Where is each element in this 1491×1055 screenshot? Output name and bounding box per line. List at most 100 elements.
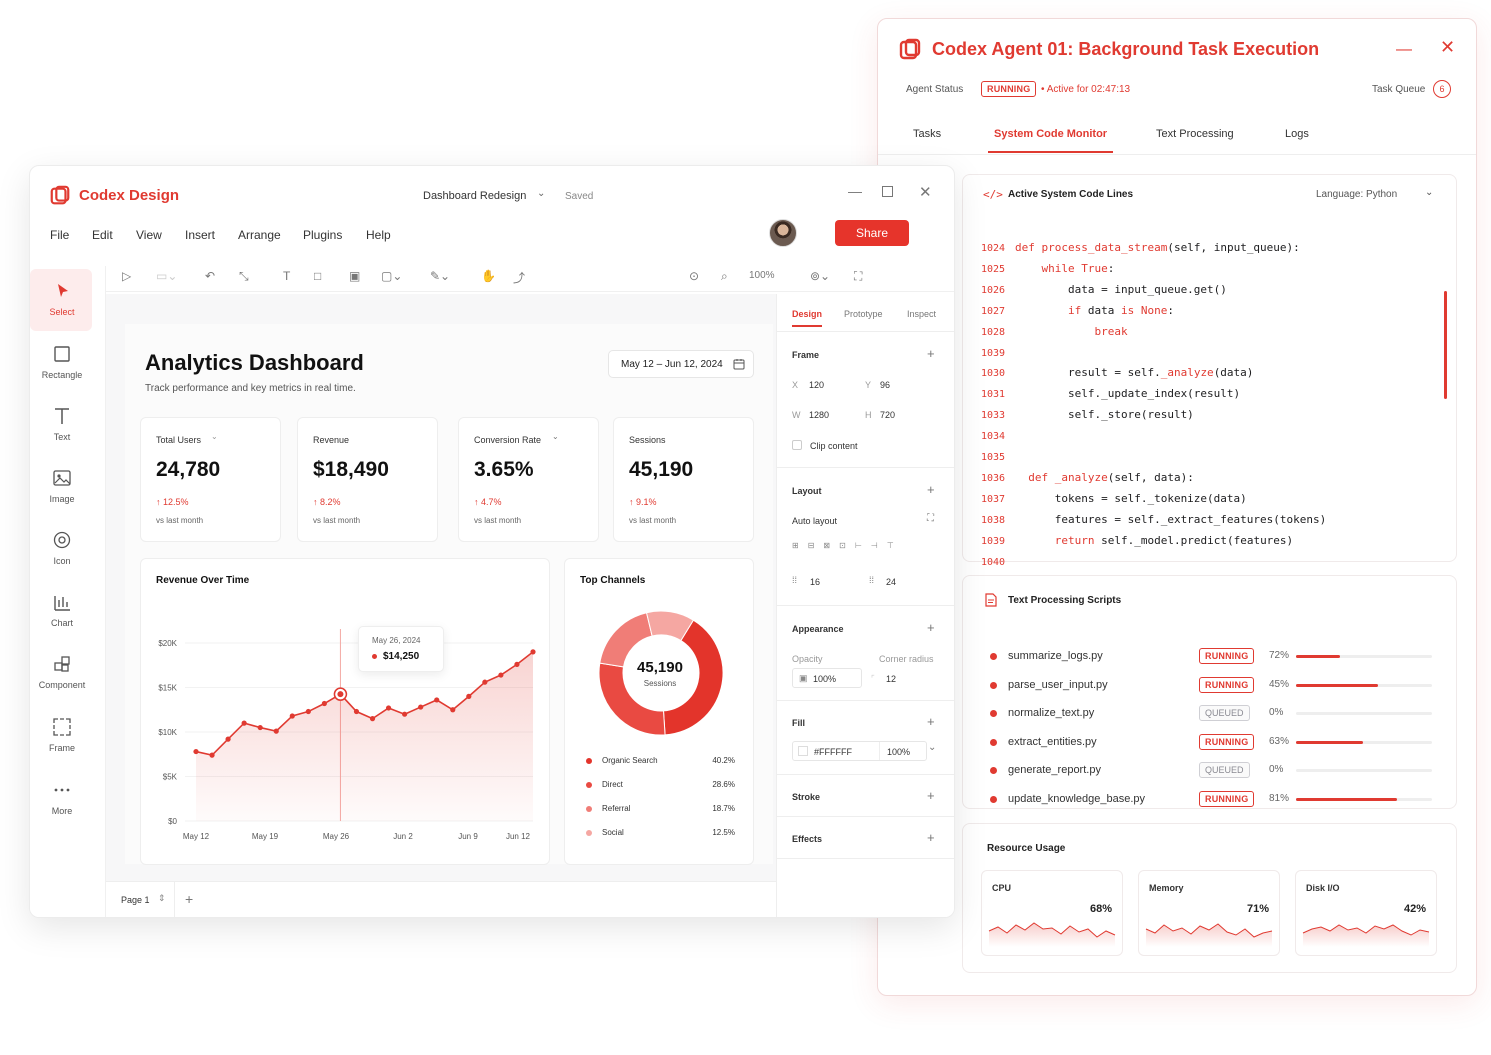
data-point[interactable] [321, 700, 327, 707]
resource-box-disk-i-o[interactable]: Disk I/O 42% [1295, 870, 1437, 956]
data-point[interactable] [225, 736, 231, 742]
appearance-add-icon[interactable]: + [927, 620, 935, 635]
chevron-down-icon[interactable]: ⌄ [211, 432, 218, 441]
h-field[interactable]: 720 [880, 410, 896, 420]
comment-icon[interactable]: ⤴ [513, 271, 526, 285]
data-point[interactable] [402, 711, 408, 717]
w-field[interactable]: 1280 [809, 410, 830, 420]
data-point[interactable] [418, 704, 424, 710]
text-tool-icon[interactable]: T [283, 269, 291, 283]
menu-edit[interactable]: Edit [92, 228, 113, 242]
data-point[interactable] [305, 708, 311, 715]
tool-image[interactable]: Image [30, 468, 94, 504]
menu-plugins[interactable]: Plugins [303, 228, 343, 242]
layout-add-icon[interactable]: + [927, 482, 935, 497]
data-point[interactable] [353, 708, 360, 715]
data-point[interactable] [385, 705, 392, 711]
resource-box-memory[interactable]: Memory 71% [1138, 870, 1280, 956]
data-point[interactable] [241, 720, 247, 726]
data-point[interactable] [273, 728, 279, 734]
share-button[interactable]: Share [835, 220, 909, 246]
data-point[interactable] [257, 724, 263, 731]
fill-field[interactable]: #FFFFFF 100% [792, 741, 927, 761]
data-point[interactable] [530, 649, 536, 655]
data-point[interactable] [434, 697, 440, 703]
data-point[interactable] [209, 752, 215, 758]
tab-system-code-monitor[interactable]: System Code Monitor [994, 128, 1108, 140]
pen-tool-icon[interactable]: ✎⌄ [430, 269, 451, 283]
menu-insert[interactable]: Insert [185, 228, 216, 242]
task-queue-count[interactable]: 6 [1433, 80, 1451, 98]
date-range-picker[interactable]: May 12 – Jun 12, 2024 [608, 350, 754, 378]
data-point[interactable] [289, 713, 295, 719]
script-row[interactable]: generate_report.py QUEUED 0% [985, 762, 1435, 780]
padding-field[interactable]: 24 [886, 577, 897, 587]
add-page-icon[interactable]: + [185, 891, 194, 907]
minimize-icon[interactable]: — [848, 183, 862, 199]
data-point[interactable] [482, 679, 488, 685]
view-options-icon[interactable]: ⊚⌄ [810, 269, 831, 283]
data-point[interactable] [498, 672, 504, 678]
kpi-card-conversion-rate[interactable]: Conversion Rate ⌄ 3.65% ↑ 4.7% vs last m… [458, 417, 599, 542]
hand-tool-icon[interactable]: ✋ [481, 269, 496, 283]
tab-text-processing[interactable]: Text Processing [1156, 128, 1234, 140]
gap-field[interactable]: 16 [810, 577, 821, 587]
menu-help[interactable]: Help [366, 228, 391, 242]
minimize-icon[interactable]: — [1396, 41, 1412, 58]
donut-slice-organic-search[interactable] [662, 619, 724, 736]
chevron-down-icon[interactable]: ⌄ [552, 432, 559, 441]
menu-file[interactable]: File [50, 228, 70, 242]
chevron-updown-icon[interactable]: ⇕ [158, 893, 166, 903]
data-point[interactable] [193, 748, 199, 755]
tool-text[interactable]: Text [30, 406, 94, 442]
auto-layout-icon[interactable]: ⛶ [927, 513, 934, 524]
opacity-field[interactable]: ▣ 100% [792, 668, 862, 688]
close-icon[interactable]: ✕ [1440, 37, 1456, 57]
donut-slice-social[interactable] [645, 610, 695, 642]
zoom-level[interactable]: 100% [749, 270, 775, 281]
code-scrollbar[interactable] [1444, 291, 1447, 399]
script-row[interactable]: update_knowledge_base.py RUNNING 81% [985, 791, 1435, 809]
y-field[interactable]: 96 [880, 380, 891, 390]
tab-tasks[interactable]: Tasks [913, 128, 942, 140]
data-point[interactable] [514, 661, 520, 667]
tool-select[interactable]: Select [30, 281, 94, 317]
tool-more[interactable]: More [30, 780, 94, 816]
preview-icon[interactable]: ⊙ [689, 269, 700, 283]
kpi-card-revenue[interactable]: Revenue $18,490 ↑ 8.2% vs last month [297, 417, 438, 542]
avatar[interactable] [769, 219, 797, 247]
revenue-area-chart[interactable]: $0 $5K $10K $15K $20K May 12 May 19 May 26 Jun 2… [141, 599, 551, 849]
frame-add-icon[interactable]: + [927, 346, 935, 361]
menu-view[interactable]: View [136, 228, 162, 242]
close-icon[interactable]: ✕ [919, 184, 932, 201]
chevron-down-icon[interactable]: ⌄ [1425, 187, 1434, 198]
language-select[interactable]: Language: Python [1316, 189, 1398, 200]
data-point[interactable] [450, 707, 456, 713]
channels-donut-chart[interactable] [597, 609, 725, 737]
fit-icon[interactable]: ⛶ [854, 269, 863, 283]
tab-design[interactable]: Design [792, 309, 823, 319]
chevron-down-icon[interactable]: ⌄ [928, 742, 937, 753]
tool-rectangle[interactable]: Rectangle [30, 344, 94, 380]
tool-component[interactable]: Component [30, 654, 94, 690]
undo-icon[interactable]: ↶ [205, 269, 216, 283]
tool-frame[interactable]: Frame [30, 717, 94, 753]
data-point[interactable] [466, 693, 472, 699]
chevron-down-icon[interactable]: ⌄ [537, 188, 546, 199]
tab-prototype[interactable]: Prototype [844, 309, 883, 319]
alignment-controls[interactable]: ⊞⊟⊠⊡⊢⊣⊤ [792, 541, 903, 550]
revenue-chart-panel[interactable]: Revenue Over Time $0 $5K $10K $15K $20K May 1… [140, 558, 550, 865]
fill-add-icon[interactable]: + [927, 714, 935, 729]
tool-chart[interactable]: Chart [30, 592, 94, 628]
script-row[interactable]: extract_entities.py RUNNING 63% [985, 733, 1435, 752]
page-selector[interactable]: Page 1 [121, 895, 150, 905]
menu-arrange[interactable]: Arrange [238, 228, 281, 242]
top-channels-panel[interactable]: Top Channels 45,190 Sessions Organic Sea… [564, 558, 754, 865]
script-row[interactable]: parse_user_input.py RUNNING 45% [985, 676, 1435, 695]
rectangle-tool-icon[interactable]: □ [314, 269, 322, 283]
kpi-card-sessions[interactable]: Sessions 45,190 ↑ 9.1% vs last month [613, 417, 754, 542]
clip-checkbox[interactable] [792, 440, 802, 450]
shape-tool-icon[interactable]: ▭⌄ [156, 269, 178, 283]
tool-icon[interactable]: Icon [30, 530, 94, 566]
maximize-icon[interactable] [882, 186, 893, 197]
